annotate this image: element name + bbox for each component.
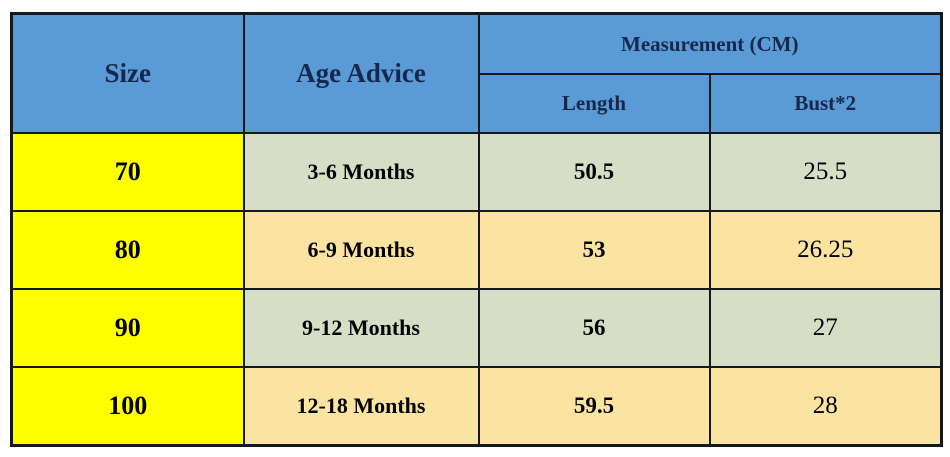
table-row: 80 6-9 Months 53 26.25 <box>10 210 943 290</box>
length-cell: 56 <box>477 288 711 368</box>
bust-cell: 25.5 <box>708 132 943 212</box>
length-cell: 59.5 <box>477 366 711 446</box>
size-cell: 80 <box>10 210 245 290</box>
age-cell: 3-6 Months <box>242 132 480 212</box>
bust-cell: 28 <box>708 366 943 446</box>
size-chart-table: Size Age Advice Measurement (CM) Length … <box>10 12 943 447</box>
table-body: 70 3-6 Months 50.5 25.5 80 6-9 Months 53… <box>10 132 943 446</box>
table-row: 100 12-18 Months 59.5 28 <box>10 366 943 446</box>
bust-column-header: Bust*2 <box>708 73 943 134</box>
length-column-header: Length <box>477 73 711 134</box>
age-cell: 9-12 Months <box>242 288 480 368</box>
size-cell: 90 <box>10 288 245 368</box>
measurement-group-header: Measurement (CM) <box>477 12 943 75</box>
size-cell: 100 <box>10 366 245 446</box>
table-row: 70 3-6 Months 50.5 25.5 <box>10 132 943 212</box>
length-cell: 53 <box>477 210 711 290</box>
bust-cell: 26.25 <box>708 210 943 290</box>
table-row: 90 9-12 Months 56 27 <box>10 288 943 368</box>
length-cell: 50.5 <box>477 132 711 212</box>
table-header: Size Age Advice Measurement (CM) Length … <box>10 12 943 134</box>
size-column-header: Size <box>10 12 245 134</box>
age-cell: 12-18 Months <box>242 366 480 446</box>
age-advice-column-header: Age Advice <box>242 12 480 134</box>
bust-cell: 27 <box>708 288 943 368</box>
age-cell: 6-9 Months <box>242 210 480 290</box>
size-cell: 70 <box>10 132 245 212</box>
